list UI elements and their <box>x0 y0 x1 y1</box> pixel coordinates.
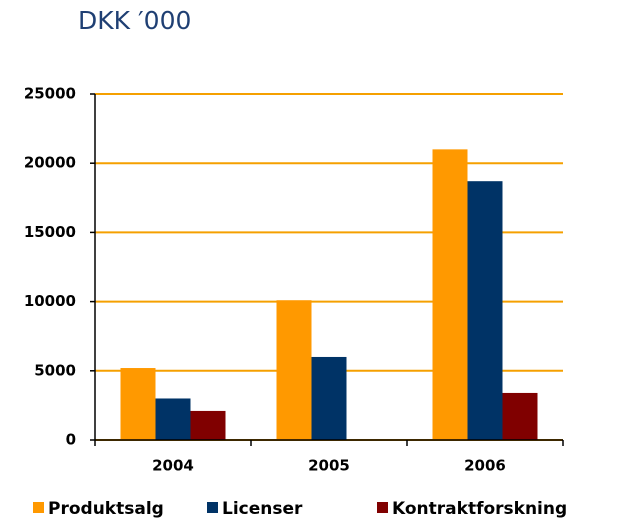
legend-swatch <box>377 502 388 513</box>
x-tick-label: 2004 <box>152 457 194 475</box>
legend-swatch <box>207 502 218 513</box>
x-tick-label: 2006 <box>464 457 506 475</box>
y-tick-label: 25000 <box>24 85 76 103</box>
legend-label: Produktsalg <box>48 499 164 519</box>
chart-title: DKK ′000 <box>78 6 191 35</box>
bar <box>311 356 347 440</box>
legend-swatch <box>33 502 44 513</box>
y-tick-label: 10000 <box>24 292 76 310</box>
bar <box>155 398 191 440</box>
bar <box>502 392 538 440</box>
y-tick-label: 20000 <box>24 154 76 172</box>
y-tick-label: 15000 <box>24 223 76 241</box>
bar <box>190 410 226 440</box>
bar <box>432 149 468 441</box>
x-tick-label: 2005 <box>308 457 350 475</box>
bar <box>120 368 156 440</box>
legend-label: Kontraktforskning <box>392 499 567 519</box>
bar <box>276 300 312 440</box>
legend-label: Licenser <box>222 499 303 519</box>
y-tick-label: 0 <box>66 431 76 449</box>
bar <box>467 181 503 440</box>
y-tick-label: 5000 <box>34 361 76 379</box>
